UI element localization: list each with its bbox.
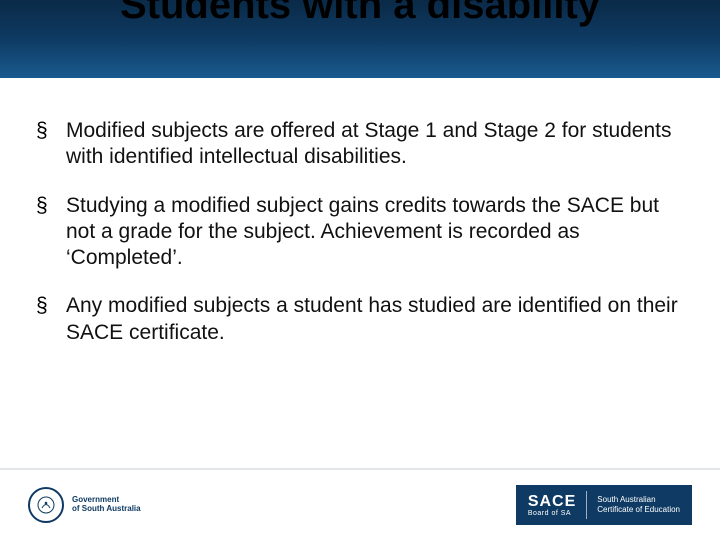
list-item: Any modified subjects a student has stud… bbox=[36, 293, 684, 346]
bullet-text: Modified subjects are offered at Stage 1… bbox=[66, 118, 684, 171]
sace-tagline-line1: South Australian bbox=[597, 495, 680, 505]
bullet-text: Studying a modified subject gains credit… bbox=[66, 193, 684, 272]
sace-tagline: South Australian Certificate of Educatio… bbox=[597, 495, 680, 514]
sace-logo: SACE Board of SA South Australian Certif… bbox=[516, 485, 692, 525]
content-area: Modified subjects are offered at Stage 1… bbox=[0, 78, 720, 468]
gov-sa-logo: Government of South Australia bbox=[28, 487, 141, 523]
slide: Students with a disability Modified subj… bbox=[0, 0, 720, 540]
gov-line2: of South Australia bbox=[72, 505, 141, 514]
gov-sa-emblem-icon bbox=[28, 487, 64, 523]
sace-main: SACE Board of SA bbox=[528, 494, 576, 517]
bullet-text: Any modified subjects a student has stud… bbox=[66, 293, 684, 346]
list-item: Modified subjects are offered at Stage 1… bbox=[36, 118, 684, 171]
sace-tagline-line2: Certificate of Education bbox=[597, 505, 680, 515]
sace-divider bbox=[586, 491, 587, 519]
footer: Government of South Australia SACE Board… bbox=[0, 468, 720, 540]
emblem-svg-icon bbox=[36, 495, 56, 515]
gov-sa-text: Government of South Australia bbox=[72, 496, 141, 514]
slide-title: Students with a disability bbox=[0, 0, 720, 26]
sace-word: SACE bbox=[528, 494, 576, 510]
sace-sub: Board of SA bbox=[528, 510, 576, 517]
list-item: Studying a modified subject gains credit… bbox=[36, 193, 684, 272]
title-band: Students with a disability bbox=[0, 0, 720, 78]
bullet-list: Modified subjects are offered at Stage 1… bbox=[36, 118, 684, 346]
